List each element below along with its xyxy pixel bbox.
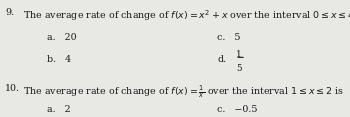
Text: 10.: 10.	[5, 84, 20, 93]
Text: b.   4: b. 4	[47, 55, 71, 64]
Text: c.   −0.5: c. −0.5	[217, 105, 258, 114]
Text: c.   5: c. 5	[217, 33, 240, 42]
Text: 9.: 9.	[5, 8, 14, 17]
Text: The average rate of change of $f(x) = x^2 + x$ over the interval $0 \leq x \leq : The average rate of change of $f(x) = x^…	[23, 8, 350, 23]
Text: 5: 5	[236, 64, 242, 73]
Text: a.   2: a. 2	[47, 105, 71, 114]
Text: 1: 1	[236, 50, 242, 59]
Text: The average rate of change of $f(x) = \frac{1}{x}$ over the interval $1 \leq x \: The average rate of change of $f(x) = \f…	[23, 84, 344, 100]
Text: d.: d.	[217, 55, 226, 64]
Text: a.   20: a. 20	[47, 33, 77, 42]
